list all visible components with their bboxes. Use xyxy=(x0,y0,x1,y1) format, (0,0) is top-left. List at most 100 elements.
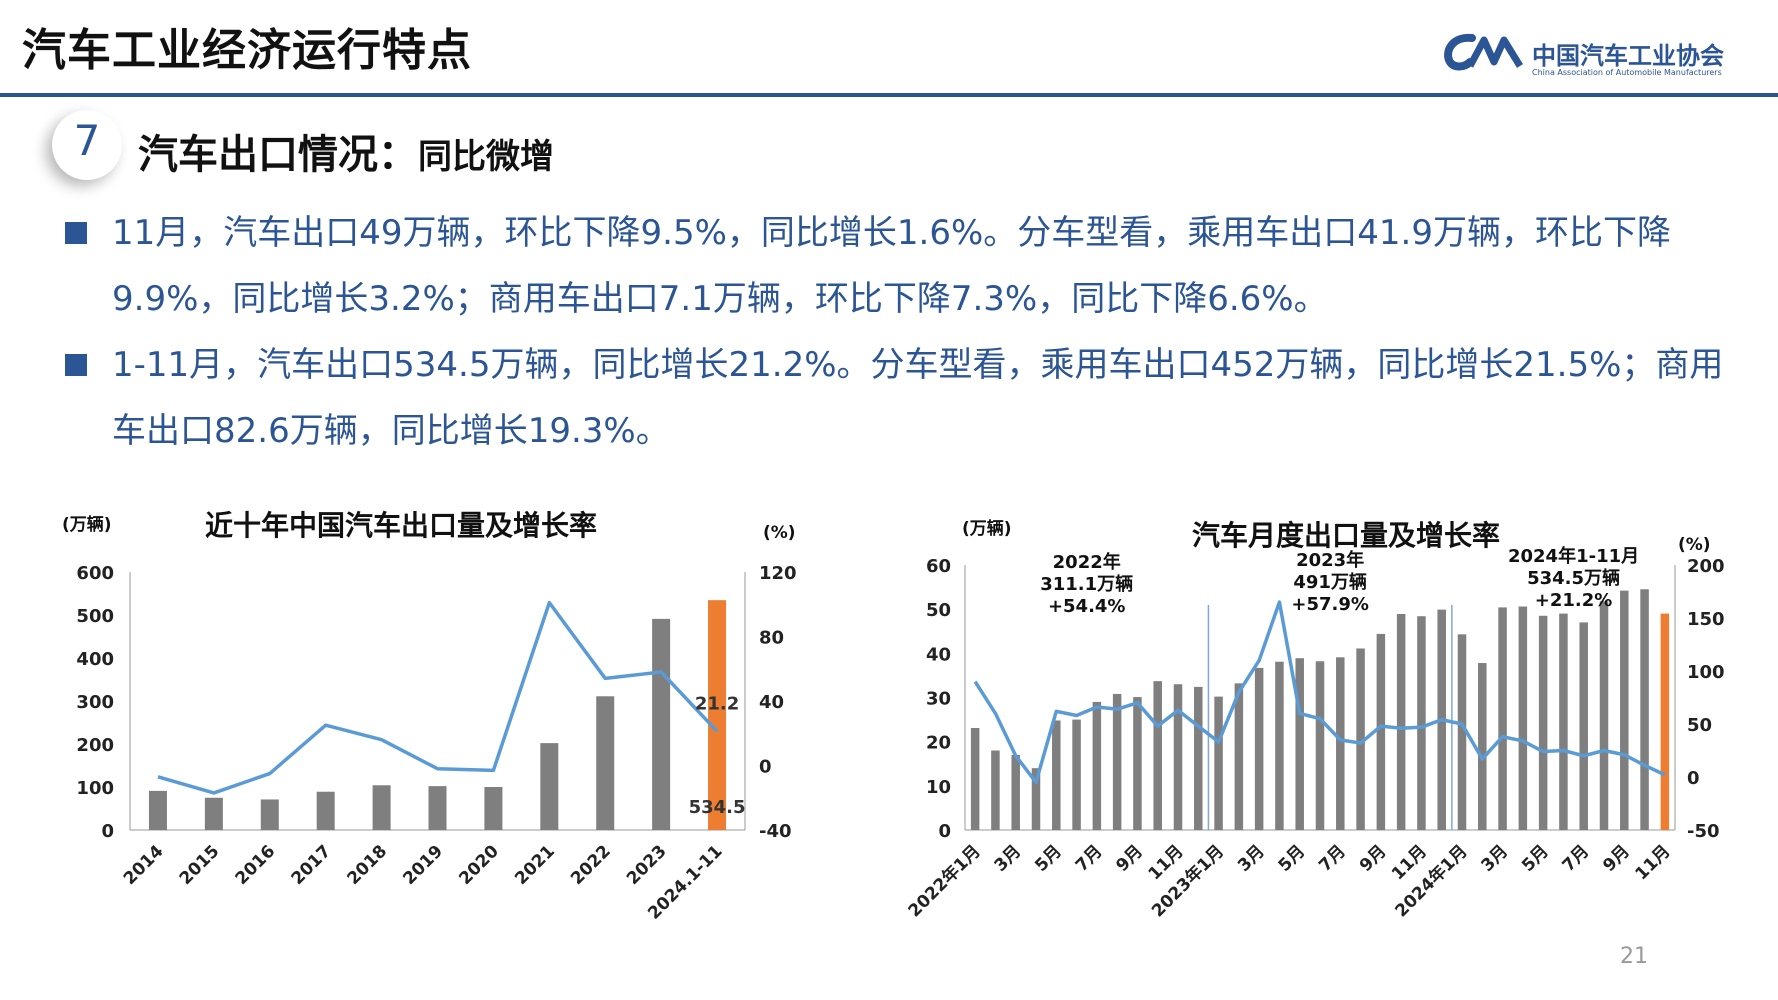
y-tick-label: 10 xyxy=(926,777,951,798)
bar xyxy=(1417,616,1426,830)
x-tick-label: 2017 xyxy=(288,841,336,889)
bar xyxy=(148,790,167,830)
growth-line xyxy=(157,600,719,795)
x-tick-label: 7月 xyxy=(1559,841,1594,876)
y-tick-label: 400 xyxy=(76,649,114,670)
bar xyxy=(1356,648,1365,830)
y2-tick-label: 0 xyxy=(759,757,772,778)
x-tick-label: 3月 xyxy=(991,841,1026,876)
bar xyxy=(1336,657,1345,830)
y2-tick-label: -50 xyxy=(1687,821,1720,842)
bar xyxy=(1031,768,1041,830)
x-tick-label: 2015 xyxy=(176,841,224,889)
monthly-export-chart: 汽车月度出口量及增长率(万辆)(%)6050403020100200150100… xyxy=(904,518,1725,922)
bar xyxy=(991,750,1000,830)
year-summary-label: 2024年1-11月 xyxy=(1508,545,1639,567)
x-tick-label: 3月 xyxy=(1478,841,1513,876)
bullet-item: 11月，汽车出口49万辆，环比下降9.5%，同比增长1.6%。分车型看，乘用车出… xyxy=(62,200,1742,332)
year-summary-growth: +54.4% xyxy=(1048,596,1126,617)
logo-text-cn: 中国汽车工业协会 xyxy=(1532,42,1724,70)
x-tick-label: 2020 xyxy=(455,841,503,889)
bar xyxy=(1153,681,1162,830)
section-number-badge xyxy=(52,110,122,180)
year-summary-volume: 534.5万辆 xyxy=(1527,567,1620,589)
bar xyxy=(260,799,279,830)
x-tick-label: 11月 xyxy=(1631,841,1674,884)
page-number: 21 xyxy=(1620,944,1648,969)
x-tick-label: 7月 xyxy=(1072,841,1107,876)
bar xyxy=(1295,658,1304,830)
year-summary-label: 2022年 xyxy=(1053,551,1121,573)
bar xyxy=(1518,606,1528,830)
bar xyxy=(1254,667,1264,830)
x-tick-label: 2014 xyxy=(120,841,168,889)
bar xyxy=(1538,615,1548,830)
bar xyxy=(372,785,391,830)
x-tick-label: 2021 xyxy=(511,841,559,889)
x-tick-label: 2022年1月 xyxy=(904,841,985,922)
y2-tick-label: 0 xyxy=(1687,768,1700,789)
y-tick-label: 50 xyxy=(926,600,951,621)
y-tick-label: 60 xyxy=(926,556,951,577)
bullet-text: 1-11月，汽车出口534.5万辆，同比增长21.2%。分车型看，乘用车出口45… xyxy=(112,345,1724,451)
bar xyxy=(1173,684,1183,830)
bar xyxy=(316,791,335,830)
bar xyxy=(596,696,615,830)
growth-line xyxy=(973,600,1666,785)
x-tick-label: 2022 xyxy=(567,841,615,889)
x-tick-label: 9月 xyxy=(1599,841,1634,876)
section-heading: 汽车出口情况：同比微增 xyxy=(138,122,554,180)
x-tick-label: 2019 xyxy=(399,841,447,889)
bar xyxy=(1396,614,1406,830)
growth-data-label: 21.2 xyxy=(695,693,739,714)
x-tick-label: 5月 xyxy=(1031,841,1066,876)
bar xyxy=(1498,607,1507,830)
y-tick-label: 20 xyxy=(926,733,951,754)
section-number: 7 xyxy=(73,116,101,165)
y2-tick-label: 80 xyxy=(759,628,784,649)
y-tick-label: 200 xyxy=(76,735,114,756)
bar xyxy=(1620,590,1629,830)
logo-text-en: China Association of Automobile Manufact… xyxy=(1532,68,1722,77)
year-summary-label: 2023年 xyxy=(1296,549,1364,571)
bar xyxy=(1660,613,1670,830)
bar xyxy=(1214,696,1223,830)
bar xyxy=(1011,754,1020,830)
bar xyxy=(428,786,447,830)
section-subtitle: 同比微增 xyxy=(418,137,554,177)
x-tick-label: 2023 xyxy=(623,841,671,889)
y-tick-label: 0 xyxy=(101,821,114,842)
bar xyxy=(1457,634,1467,830)
y2-tick-label: 100 xyxy=(1687,662,1725,683)
bar xyxy=(484,787,503,830)
page-title: 汽车工业经济运行特点 xyxy=(22,25,472,76)
y-tick-label: 600 xyxy=(76,563,114,584)
bar-data-label: 534.5 xyxy=(689,797,746,818)
bar xyxy=(1559,613,1568,830)
bar xyxy=(204,797,223,830)
bar xyxy=(1376,633,1386,830)
bar xyxy=(1112,693,1122,830)
year-summary-volume: 311.1万辆 xyxy=(1040,573,1133,595)
bar xyxy=(1599,601,1609,830)
x-tick-label: 5月 xyxy=(1275,841,1310,876)
bar xyxy=(1234,683,1244,830)
bullet-marker xyxy=(65,222,87,244)
bullet-item: 1-11月，汽车出口534.5万辆，同比增长21.2%。分车型看，乘用车出口45… xyxy=(62,332,1742,464)
x-tick-label: 9月 xyxy=(1112,841,1147,876)
bar xyxy=(1478,663,1487,830)
y-tick-label: 100 xyxy=(76,778,114,799)
x-tick-label: 2018 xyxy=(344,841,392,889)
bar xyxy=(652,618,671,830)
y-axis-unit: (万辆) xyxy=(962,518,1012,539)
y-tick-label: 500 xyxy=(76,606,114,627)
chart-title: 汽车月度出口量及增长率 xyxy=(1192,519,1500,552)
y-tick-label: 30 xyxy=(926,689,951,710)
y2-tick-label: -40 xyxy=(759,821,792,842)
y2-axis-unit: (%) xyxy=(1678,535,1711,555)
year-summary-volume: 491万辆 xyxy=(1293,571,1367,593)
y2-tick-label: 200 xyxy=(1687,556,1725,577)
y2-tick-label: 40 xyxy=(759,692,784,713)
bar xyxy=(1640,589,1649,830)
bullet-list: 11月，汽车出口49万辆，环比下降9.5%，同比增长1.6%。分车型看，乘用车出… xyxy=(62,200,1742,464)
